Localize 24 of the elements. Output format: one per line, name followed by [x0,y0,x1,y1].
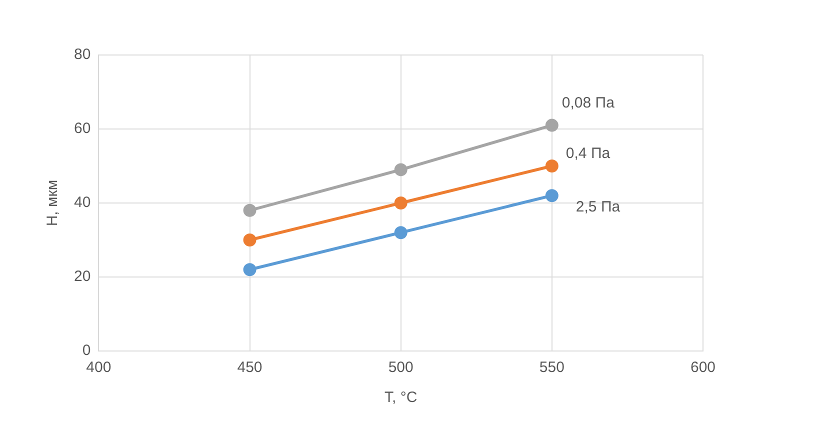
point [243,234,256,246]
point [545,189,558,202]
point [243,263,256,276]
y-tick-label: 40 [74,194,91,212]
x-tick-label: 550 [539,359,564,376]
series-label: 0,08 Па [562,94,616,112]
y-tick-label: 60 [74,120,91,138]
x-tick-label: 400 [86,359,112,376]
x-tick-label: 500 [388,359,414,376]
series-label: 0,4 Па [566,145,611,162]
y-tick-label: 20 [74,268,91,286]
x-axis-title: T, °C [384,389,418,406]
x-tick-label: 600 [690,359,716,376]
series-label: 2,5 Па [576,198,621,216]
point [243,204,256,217]
point [394,196,408,210]
y-axis-title: H, мкм [44,180,62,226]
point [545,160,558,172]
point [545,118,558,132]
x-tick-label: 450 [237,359,262,376]
point [394,226,408,240]
point [394,163,408,176]
y-tick-label: 0 [82,342,91,360]
y-tick-label: 80 [74,46,91,64]
